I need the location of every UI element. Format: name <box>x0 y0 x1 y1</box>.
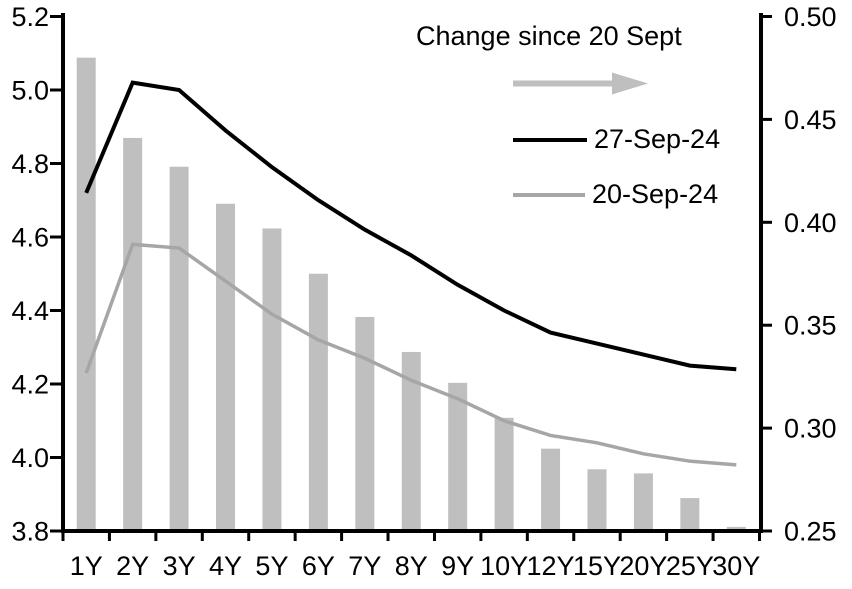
x-category-label: 7Y <box>348 551 381 581</box>
x-category-label: 15Y <box>573 551 621 581</box>
change-bar <box>169 166 189 531</box>
x-category-label: 9Y <box>441 551 474 581</box>
x-category-label: 20Y <box>619 551 667 581</box>
left-axis-tick-label: 5.0 <box>11 76 49 106</box>
right-axis-tick-label: 0.40 <box>784 208 837 238</box>
legend-item-20-sep: 20-Sep-24 <box>513 179 718 210</box>
x-category-label: 2Y <box>116 551 149 581</box>
x-category-label: 12Y <box>527 551 575 581</box>
x-category-label: 25Y <box>666 551 714 581</box>
change-bar <box>448 382 468 531</box>
left-axis-tick-label: 5.2 <box>11 2 49 32</box>
change-arrow-head <box>612 72 648 95</box>
x-category-label: 4Y <box>209 551 242 581</box>
right-axis-tick-label: 0.45 <box>784 105 837 135</box>
line-swatch-20-sep <box>513 192 585 197</box>
right-axis-tick-label: 0.25 <box>784 517 837 547</box>
line-20-sep-24 <box>84 242 737 467</box>
x-category-label: 3Y <box>163 551 196 581</box>
right-axis-tick-label: 0.50 <box>784 2 837 32</box>
x-category-label: 30Y <box>712 551 760 581</box>
legend-label-20-sep: 20-Sep-24 <box>592 179 719 209</box>
x-category-label: 5Y <box>255 551 288 581</box>
left-axis-tick-label: 4.8 <box>11 149 49 179</box>
x-category-label: 6Y <box>302 551 335 581</box>
change-bar <box>123 137 143 531</box>
change-arrow-icon <box>513 72 648 95</box>
change-bar <box>262 228 282 531</box>
change-bar <box>216 203 236 531</box>
change-bar <box>494 417 514 531</box>
left-axis-tick-label: 4.4 <box>11 296 49 326</box>
right-axis-tick-label: 0.30 <box>784 414 837 444</box>
change-bar <box>633 473 653 531</box>
left-axis-tick-label: 3.8 <box>11 517 49 547</box>
change-bar <box>355 316 375 531</box>
change-bar <box>587 469 607 531</box>
change-bar <box>541 448 561 531</box>
x-category-label: 8Y <box>395 551 428 581</box>
left-axis-tick-label: 4.0 <box>11 443 49 473</box>
line-swatch-27-sep <box>513 137 587 142</box>
legend-item-27-sep: 27-Sep-24 <box>513 124 720 155</box>
right-axis-tick-label: 0.35 <box>784 311 837 341</box>
left-axis-tick-label: 4.2 <box>11 370 49 400</box>
x-category-label: 1Y <box>70 551 103 581</box>
change-bar <box>308 273 328 531</box>
legend-label-27-sep: 27-Sep-24 <box>594 124 721 154</box>
left-axis-tick-label: 4.6 <box>11 223 49 253</box>
change-bar <box>680 498 700 531</box>
line-27-sep-24 <box>84 80 737 372</box>
change-bar <box>76 57 96 531</box>
change-bar <box>401 351 421 531</box>
legend-title: Change since 20 Sept <box>416 21 682 51</box>
change-bar <box>726 526 746 531</box>
x-category-label: 10Y <box>480 551 528 581</box>
